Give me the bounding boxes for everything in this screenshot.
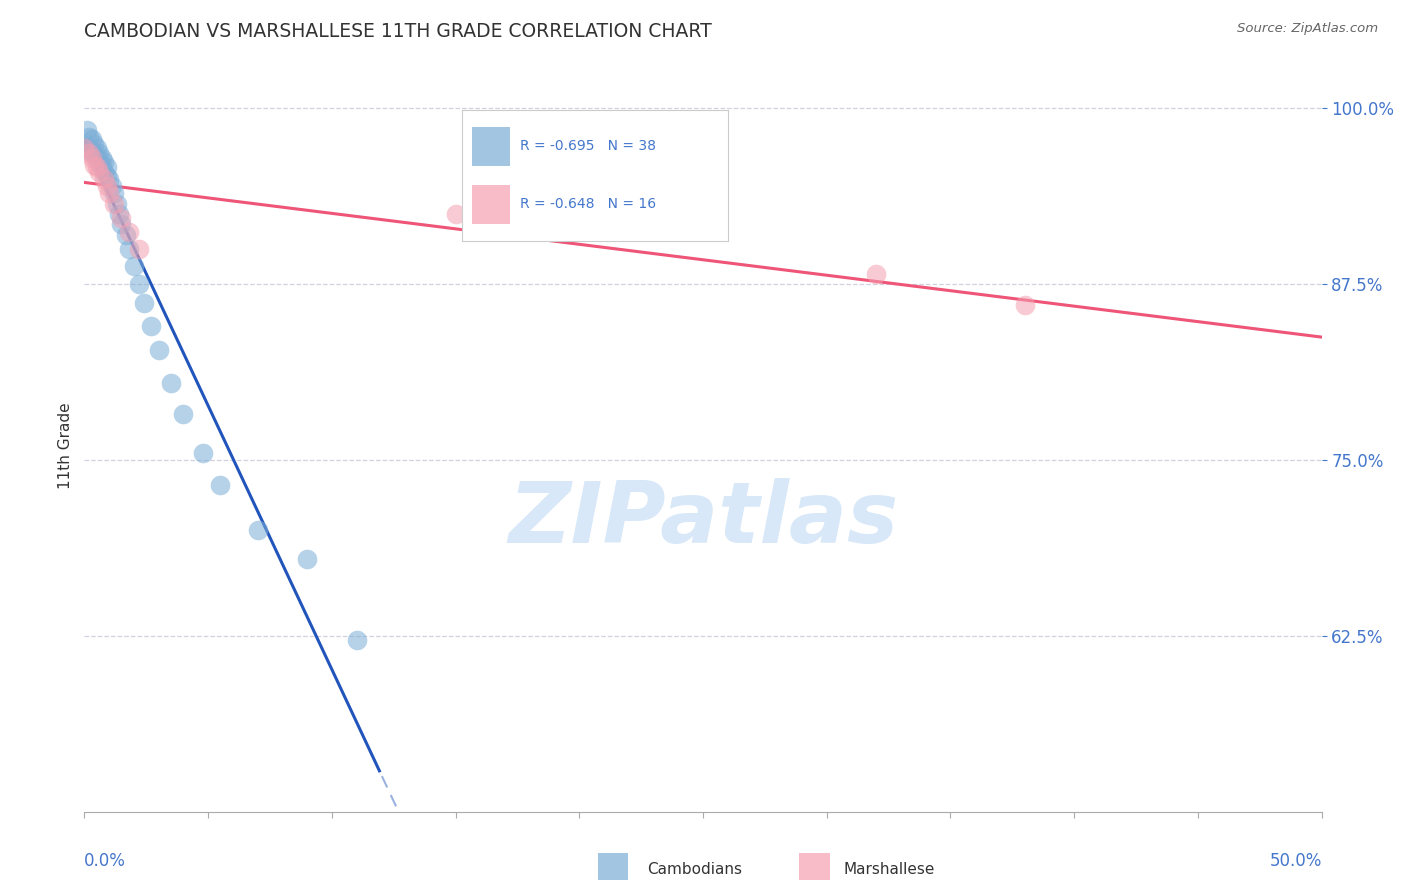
Point bbox=[115, 227, 138, 242]
Point bbox=[132, 295, 155, 310]
Point bbox=[148, 343, 170, 358]
Point bbox=[128, 277, 150, 292]
Point bbox=[100, 178, 122, 193]
Text: 0.0%: 0.0% bbox=[84, 852, 127, 870]
Point bbox=[118, 225, 141, 239]
Point bbox=[110, 211, 132, 226]
Text: ZIPatlas: ZIPatlas bbox=[508, 477, 898, 561]
Text: Cambodians: Cambodians bbox=[647, 863, 742, 877]
Point bbox=[103, 186, 125, 200]
Point bbox=[93, 154, 115, 169]
Point bbox=[90, 151, 112, 165]
Point bbox=[103, 197, 125, 211]
Point bbox=[93, 165, 115, 179]
Point bbox=[98, 186, 121, 200]
Point bbox=[246, 524, 269, 538]
Point bbox=[83, 146, 105, 161]
Point bbox=[209, 478, 232, 492]
Point bbox=[80, 151, 103, 165]
Point bbox=[110, 217, 132, 231]
Point bbox=[295, 551, 318, 566]
Point bbox=[83, 158, 105, 172]
Text: CAMBODIAN VS MARSHALLESE 11TH GRADE CORRELATION CHART: CAMBODIAN VS MARSHALLESE 11TH GRADE CORR… bbox=[84, 22, 711, 41]
Point bbox=[160, 376, 183, 390]
Text: 50.0%: 50.0% bbox=[1270, 852, 1322, 870]
Point bbox=[1014, 298, 1036, 312]
Point bbox=[89, 146, 111, 161]
Text: Source: ZipAtlas.com: Source: ZipAtlas.com bbox=[1237, 22, 1378, 36]
Point bbox=[346, 633, 368, 648]
Point bbox=[118, 242, 141, 256]
Point bbox=[86, 151, 108, 165]
Point bbox=[86, 141, 108, 155]
Point bbox=[172, 407, 194, 421]
Point bbox=[122, 259, 145, 273]
Point bbox=[93, 171, 115, 186]
Point bbox=[96, 161, 118, 175]
Point bbox=[865, 268, 887, 282]
Point bbox=[80, 146, 103, 161]
Point bbox=[89, 165, 111, 179]
Point bbox=[79, 129, 101, 144]
Point bbox=[98, 171, 121, 186]
Point bbox=[128, 242, 150, 256]
Point bbox=[79, 141, 101, 155]
Y-axis label: 11th Grade: 11th Grade bbox=[58, 402, 73, 490]
Point bbox=[96, 178, 118, 193]
Point bbox=[86, 161, 108, 175]
Point bbox=[80, 132, 103, 146]
Point bbox=[73, 141, 96, 155]
Point bbox=[76, 122, 98, 136]
Point bbox=[89, 154, 111, 169]
Point bbox=[108, 207, 131, 221]
Point bbox=[73, 141, 96, 155]
Point bbox=[105, 197, 128, 211]
Point bbox=[96, 169, 118, 183]
Point bbox=[141, 319, 163, 334]
Text: Marshallese: Marshallese bbox=[844, 863, 935, 877]
Point bbox=[83, 136, 105, 151]
Point bbox=[90, 161, 112, 175]
Point bbox=[191, 446, 214, 460]
Point bbox=[444, 207, 467, 221]
Point bbox=[79, 146, 101, 161]
